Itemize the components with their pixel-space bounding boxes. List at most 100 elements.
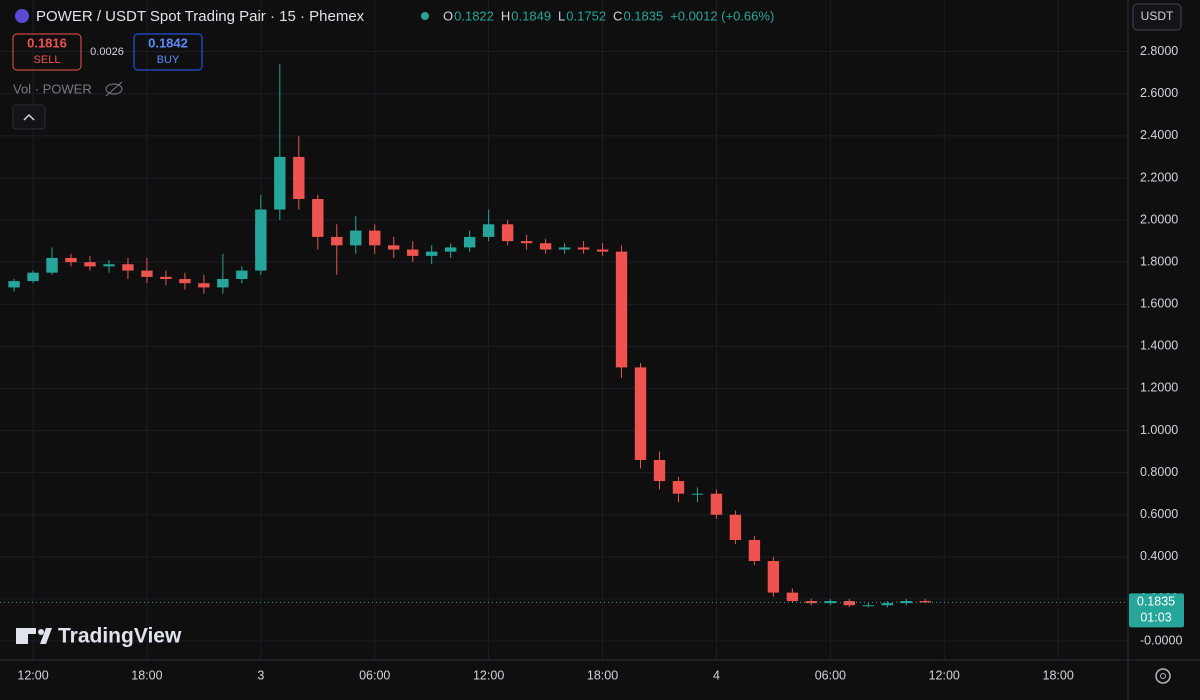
candle-body	[274, 156, 286, 210]
x-tick-label: 18:00	[587, 668, 618, 682]
sell-label: SELL	[34, 54, 61, 66]
candle-body	[824, 601, 837, 604]
candle-body	[843, 601, 856, 606]
y-tick-label: 1.0000	[1140, 423, 1178, 437]
x-tick-label: 18:00	[131, 668, 162, 682]
y-tick-label: 2.2000	[1140, 170, 1178, 184]
candle-body	[710, 493, 723, 515]
ohlc-label: O	[443, 8, 453, 23]
buy-price: 0.1842	[148, 35, 188, 50]
x-tick-label: 12:00	[17, 668, 48, 682]
candle-body	[539, 243, 552, 250]
y-tick-label: 0.8000	[1140, 465, 1178, 479]
candle-body	[748, 539, 761, 562]
candle-body	[691, 493, 704, 495]
hide-icon[interactable]	[105, 81, 123, 97]
y-tick-label: 2.6000	[1140, 86, 1178, 100]
candle-body	[103, 264, 115, 267]
sell-price: 0.1816	[27, 35, 67, 50]
brand: TradingView	[58, 625, 182, 648]
y-tick-label: 1.4000	[1140, 339, 1178, 353]
spread: 0.0026	[90, 46, 124, 58]
candle-body	[672, 481, 685, 494]
candle-body	[293, 156, 305, 200]
brand-logo	[16, 628, 52, 644]
candle-body	[425, 251, 438, 256]
candle-body	[331, 236, 343, 246]
volume-label: Vol · POWER	[13, 81, 92, 96]
candle-body	[501, 224, 514, 242]
currency: USDT	[1141, 9, 1174, 23]
candle-body	[84, 262, 96, 267]
collapse-button[interactable]	[12, 104, 46, 130]
x-tick-label: 06:00	[815, 668, 846, 682]
y-tick-label: 1.2000	[1140, 381, 1178, 395]
y-tick-label: 1.8000	[1140, 254, 1178, 268]
coin-icon	[15, 9, 29, 23]
candle-body	[46, 257, 58, 273]
candle-body	[558, 247, 571, 250]
candle-body	[786, 592, 799, 602]
candle-body	[596, 249, 609, 252]
candle-body	[615, 251, 628, 368]
candle-body	[407, 249, 419, 256]
candle-body	[444, 247, 457, 252]
candle-body	[65, 257, 77, 263]
ohlc-label: H	[501, 8, 510, 23]
candle-body	[27, 272, 39, 282]
currency-button[interactable]	[1132, 3, 1182, 31]
candle-body	[881, 603, 893, 606]
candle-body	[767, 561, 780, 593]
ohlc-label: L	[558, 8, 565, 23]
y-tick-label: 2.0000	[1140, 212, 1178, 226]
buy-label: BUY	[157, 54, 180, 66]
last-price-tag	[1129, 593, 1184, 628]
settings-icon[interactable]	[1155, 668, 1171, 684]
candle-body	[8, 281, 20, 288]
y-tick-label: -0.0000	[1140, 633, 1182, 647]
last-price-label: 0.1835	[1137, 595, 1175, 609]
candle-body	[198, 283, 210, 288]
candle-body	[729, 514, 742, 540]
sell-button[interactable]	[12, 33, 82, 71]
candle-body	[805, 601, 818, 604]
x-tick-label: 12:00	[473, 668, 504, 682]
change: +0.0012 (+0.66%)	[670, 8, 774, 23]
candle-body	[482, 224, 495, 237]
candle-body	[900, 601, 912, 604]
candle-body	[653, 460, 666, 482]
buy-button[interactable]	[133, 33, 203, 71]
candle-body	[919, 601, 931, 603]
candle-body	[520, 241, 533, 244]
candle-body	[577, 247, 590, 250]
countdown: 01:03	[1140, 611, 1171, 625]
candle-body	[312, 199, 324, 237]
candle-body	[141, 270, 153, 277]
ohlc-value: 0.1822	[454, 8, 494, 23]
x-tick-label: 06:00	[359, 668, 390, 682]
y-tick-label: 2.8000	[1140, 44, 1178, 58]
candle-body	[160, 276, 172, 279]
x-tick-label: 4	[713, 668, 720, 682]
y-tick-label: 2.4000	[1140, 128, 1178, 142]
candle-body	[255, 209, 267, 271]
y-tick-label: 0.4000	[1140, 549, 1178, 563]
candle-body	[862, 605, 875, 607]
candle-body	[350, 230, 362, 246]
y-tick-label: 0.6000	[1140, 507, 1178, 521]
y-tick-label: 1.6000	[1140, 297, 1178, 311]
candle-body	[388, 245, 400, 250]
ohlc-value: 0.1849	[511, 8, 551, 23]
candle-body	[236, 270, 248, 279]
candle-body	[217, 278, 229, 288]
ohlc-value: 0.1752	[566, 8, 606, 23]
caret-icon	[23, 113, 35, 121]
status-dot	[421, 12, 429, 20]
ohlc-label: C	[613, 8, 622, 23]
x-tick-label: 12:00	[929, 668, 960, 682]
x-tick-label: 18:00	[1043, 668, 1074, 682]
ohlc-value: 0.1835	[623, 8, 663, 23]
